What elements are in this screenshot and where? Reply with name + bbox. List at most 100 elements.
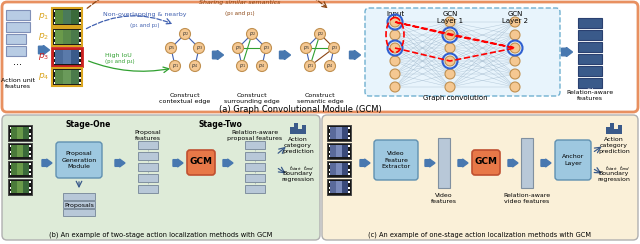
Bar bbox=[8, 143, 32, 159]
Bar bbox=[29, 155, 31, 156]
Bar bbox=[438, 138, 450, 188]
Bar bbox=[29, 173, 31, 174]
Bar bbox=[79, 37, 81, 39]
Polygon shape bbox=[561, 48, 573, 57]
Bar bbox=[330, 181, 335, 193]
Bar bbox=[54, 30, 55, 31]
Bar bbox=[23, 163, 29, 175]
Bar bbox=[54, 10, 55, 11]
Bar bbox=[79, 77, 81, 79]
Text: Non-overlapping & nearby: Non-overlapping & nearby bbox=[103, 12, 187, 17]
Bar bbox=[606, 127, 609, 134]
Bar bbox=[348, 155, 349, 156]
Circle shape bbox=[510, 17, 520, 27]
Bar bbox=[54, 82, 55, 83]
Bar bbox=[578, 54, 602, 64]
Bar bbox=[71, 10, 79, 24]
Bar bbox=[578, 78, 602, 88]
Bar bbox=[330, 163, 335, 175]
Bar bbox=[328, 191, 330, 193]
Bar bbox=[8, 179, 32, 195]
Bar bbox=[10, 137, 11, 139]
Bar bbox=[328, 137, 330, 139]
Bar bbox=[17, 181, 22, 193]
Bar bbox=[8, 161, 32, 177]
Text: Boundary
regression: Boundary regression bbox=[282, 171, 314, 182]
Bar bbox=[29, 191, 31, 193]
Bar bbox=[54, 22, 55, 23]
Bar bbox=[52, 28, 82, 46]
Circle shape bbox=[510, 69, 520, 79]
Text: $p_2$: $p_2$ bbox=[317, 30, 323, 38]
Bar bbox=[63, 70, 70, 84]
Bar bbox=[29, 145, 31, 146]
Polygon shape bbox=[212, 51, 223, 60]
Circle shape bbox=[260, 42, 271, 53]
Text: $p_1$: $p_1$ bbox=[307, 62, 314, 70]
Bar bbox=[54, 42, 55, 43]
Text: Relation-aware
video features: Relation-aware video features bbox=[504, 193, 550, 204]
Text: $t_{end}$: $t_{end}$ bbox=[619, 164, 630, 173]
Text: Proposal
features: Proposal features bbox=[134, 130, 161, 141]
Bar bbox=[29, 163, 31, 164]
Circle shape bbox=[179, 29, 191, 40]
Text: Video
Feature
Extractor: Video Feature Extractor bbox=[381, 151, 411, 169]
Circle shape bbox=[390, 56, 400, 66]
Text: $p_4$: $p_4$ bbox=[191, 62, 198, 70]
Text: Relation-aware
features: Relation-aware features bbox=[566, 90, 614, 101]
Text: $t_{start}$: $t_{start}$ bbox=[289, 164, 302, 173]
Bar bbox=[328, 163, 330, 164]
Bar bbox=[138, 174, 158, 182]
Text: $p_1$: $p_1$ bbox=[38, 11, 49, 22]
Bar bbox=[342, 163, 348, 175]
Bar bbox=[79, 62, 81, 63]
Bar bbox=[348, 173, 349, 174]
Circle shape bbox=[193, 42, 205, 53]
Bar bbox=[348, 181, 349, 183]
Bar bbox=[11, 163, 17, 175]
Bar bbox=[328, 181, 330, 183]
Bar bbox=[302, 125, 305, 134]
Bar bbox=[63, 193, 95, 200]
Bar bbox=[245, 163, 265, 171]
Circle shape bbox=[510, 43, 520, 53]
Bar bbox=[6, 10, 30, 20]
Bar bbox=[55, 10, 63, 24]
Bar bbox=[328, 169, 330, 171]
Bar bbox=[336, 145, 342, 157]
Text: $p_4$: $p_4$ bbox=[38, 71, 49, 82]
Bar bbox=[71, 50, 79, 64]
Bar bbox=[245, 185, 265, 193]
Bar bbox=[79, 22, 81, 23]
Circle shape bbox=[445, 56, 455, 66]
Text: Proposals: Proposals bbox=[64, 203, 94, 209]
Polygon shape bbox=[541, 159, 551, 167]
Circle shape bbox=[305, 61, 316, 71]
Bar bbox=[23, 145, 29, 157]
Bar bbox=[55, 70, 63, 84]
Circle shape bbox=[510, 82, 520, 92]
Text: $t_{end}$: $t_{end}$ bbox=[303, 164, 314, 173]
Text: Stage-One: Stage-One bbox=[65, 120, 111, 129]
Bar bbox=[327, 125, 351, 141]
Bar bbox=[79, 30, 81, 31]
Text: Action
category
prediction: Action category prediction bbox=[598, 137, 630, 154]
Bar bbox=[29, 137, 31, 139]
Bar bbox=[614, 129, 618, 134]
Circle shape bbox=[232, 42, 243, 53]
Bar bbox=[578, 30, 602, 40]
Text: Input: Input bbox=[386, 11, 404, 17]
Bar bbox=[348, 145, 349, 146]
FancyBboxPatch shape bbox=[472, 150, 500, 175]
Bar bbox=[54, 37, 55, 39]
Bar bbox=[29, 151, 31, 152]
Bar bbox=[327, 161, 351, 177]
Text: Stage-Two: Stage-Two bbox=[198, 120, 242, 129]
Text: GCM: GCM bbox=[189, 157, 212, 166]
Bar bbox=[63, 50, 70, 64]
Text: (p₃ and p₁): (p₃ and p₁) bbox=[225, 11, 255, 16]
Circle shape bbox=[445, 30, 455, 40]
Bar bbox=[330, 127, 335, 139]
Bar bbox=[63, 201, 95, 208]
Bar bbox=[17, 145, 22, 157]
